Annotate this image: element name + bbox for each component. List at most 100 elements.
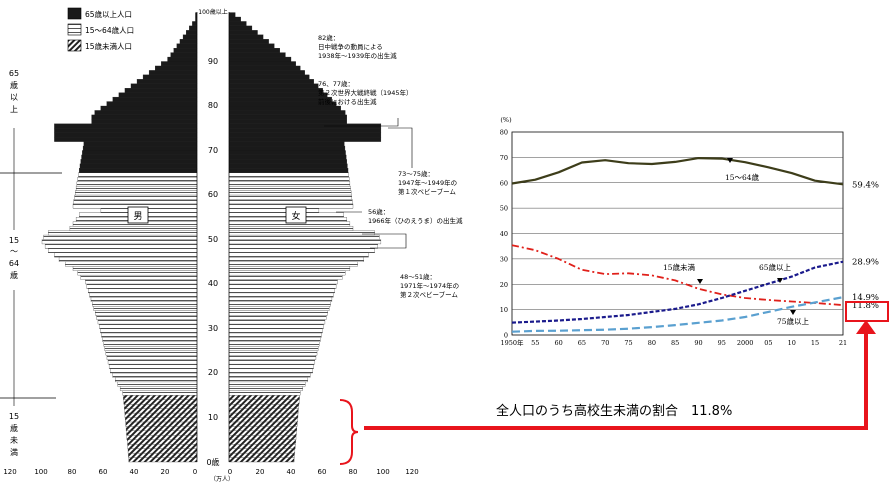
pyramid-bar-male [126, 430, 198, 436]
pyramid-bar-male [85, 279, 198, 285]
pyramid-bar-female [228, 48, 280, 53]
pyramid-bar-female [228, 288, 335, 294]
group-elderly-1: 65 [9, 69, 19, 78]
age-tick-10: 10 [208, 413, 218, 422]
group-children-1: 15 [9, 412, 19, 421]
legend-swatch-elderly [67, 7, 82, 20]
pyramid-bar-female [228, 417, 298, 423]
pyramid-bar-male [90, 297, 198, 302]
pyramid-bar-female [228, 114, 347, 120]
annotation-73-leader [388, 127, 413, 168]
pyramid-bar-female [228, 12, 236, 18]
series-end-label-1: 11.8% [852, 301, 879, 311]
pyramid-bar-female [228, 261, 358, 267]
series-line-3 [511, 296, 844, 333]
pyramid-bar-female [228, 266, 351, 271]
pyramid-bar-male [103, 341, 198, 347]
age-tick-80: 80 [208, 101, 218, 110]
pyramid-bar-male [48, 248, 198, 253]
pyramid-bar-female [228, 439, 296, 445]
pyramid-bar-male [127, 444, 198, 449]
highlight-11-8-box [845, 301, 889, 322]
pyramid-bar-female [228, 368, 313, 374]
pyramid-bar-female [228, 190, 352, 196]
pyramid-bar-male [125, 421, 198, 427]
y-tick-label: 10 [500, 306, 508, 314]
group-children-3: 未 [10, 435, 18, 445]
x-tick-left-20: 20 [161, 468, 170, 476]
pyramid-bar-female [228, 185, 351, 191]
pyramid-bar-male [101, 332, 198, 338]
pyramid-bar-male [123, 399, 198, 405]
pyramid-bar-male [78, 172, 198, 178]
pyramid-bar-male [105, 350, 198, 356]
pyramid-bar-male [182, 34, 198, 40]
y-unit-label: (%) [500, 116, 512, 124]
series-name-under15: 15歳未満 [663, 262, 696, 272]
annotation-48: 48～51歳： 1971年～1974年の 第２次ベビーブーム [400, 272, 459, 299]
annotation-73: 73～75歳： 1947年～1949年の 第１次ベビーブーム [398, 169, 457, 196]
pyramid-bar-male [44, 243, 198, 249]
pyramid-bar-male [100, 208, 198, 213]
pyramid-bar-male [112, 96, 198, 102]
age-axis: 100歳以上 90 80 70 60 50 40 30 20 10 0歳 [198, 8, 227, 467]
x-tick-label: 65 [578, 339, 586, 347]
pyramid-bar-female [228, 306, 330, 311]
pyramid-bar-female [228, 457, 295, 463]
pyramid-bar-male [54, 128, 198, 133]
pyramid-bar-female [228, 386, 303, 391]
pyramid-bar-male [86, 283, 198, 289]
pyramid-bar-male [80, 159, 198, 164]
x-tick-label: 21 [839, 339, 847, 347]
x-tick-label: 90 [694, 339, 702, 347]
pyramid-bar-female [228, 65, 301, 71]
series-name-15-64: 15～64歳 [725, 172, 760, 182]
y-tick-label: 50 [500, 205, 508, 213]
x-tick-left-40: 40 [130, 468, 139, 476]
pyramid-bar-male [81, 154, 198, 160]
pyramid-bar-male [88, 288, 198, 294]
pyramid-bar-male [91, 119, 198, 124]
x-tick-left-120: 120 [3, 468, 16, 476]
pyramid-bar-female [228, 34, 264, 40]
pyramid-bar-male [82, 145, 198, 151]
pyramid-bar-male [43, 234, 198, 240]
pyramid-bar-female [228, 452, 295, 458]
pyramid-bar-female [228, 154, 347, 160]
x-tick-label: 60 [554, 339, 562, 347]
pyramid-bars [41, 12, 382, 463]
pyramid-bar-male [102, 337, 198, 342]
pyramid-bar-male [54, 252, 198, 258]
pyramid-bar-male [83, 141, 198, 147]
pyramid-bar-female [228, 52, 286, 58]
annotation-48-line3: 第２次ベビーブーム [400, 290, 458, 299]
pyramid-bar-female [228, 119, 347, 124]
pyramid-bar-female [228, 128, 382, 133]
annotation-82-line1: 82歳： [318, 33, 339, 42]
annotation-48-leader [362, 233, 407, 249]
pyramid-bar-male [41, 239, 198, 245]
group-working-2: ～ [10, 247, 18, 256]
x-tick-label: 80 [648, 339, 656, 347]
series-name-65plus: 65歳以上 [759, 262, 792, 272]
pyramid-bar-male [75, 185, 198, 191]
pyramid-bar-female [228, 74, 310, 80]
pyramid-bar-male [69, 225, 198, 231]
pyramid-bar-female [228, 363, 314, 369]
pyramid-bar-female [228, 426, 297, 431]
pyramid-bar-male [93, 306, 198, 311]
pyramid-bar-male [108, 363, 198, 369]
male-label-box [127, 206, 149, 224]
pyramid-bar-female [228, 177, 350, 182]
pyramid-bar-female [228, 199, 353, 205]
pyramid-bar-female [228, 323, 324, 329]
pyramid-bar-male [72, 266, 198, 271]
pyramid-bar-female [228, 279, 338, 285]
pyramid-bar-male [124, 88, 198, 93]
series-end-label-0: 59.4% [852, 180, 879, 190]
series-line-1 [511, 244, 844, 306]
pyramid-bar-male [96, 314, 198, 320]
x-tick-left-60: 60 [99, 468, 108, 476]
pyramid-bar-female [228, 390, 301, 396]
children-share-caption: 全人口のうち高校生未満の割合 11.8% [496, 403, 732, 419]
